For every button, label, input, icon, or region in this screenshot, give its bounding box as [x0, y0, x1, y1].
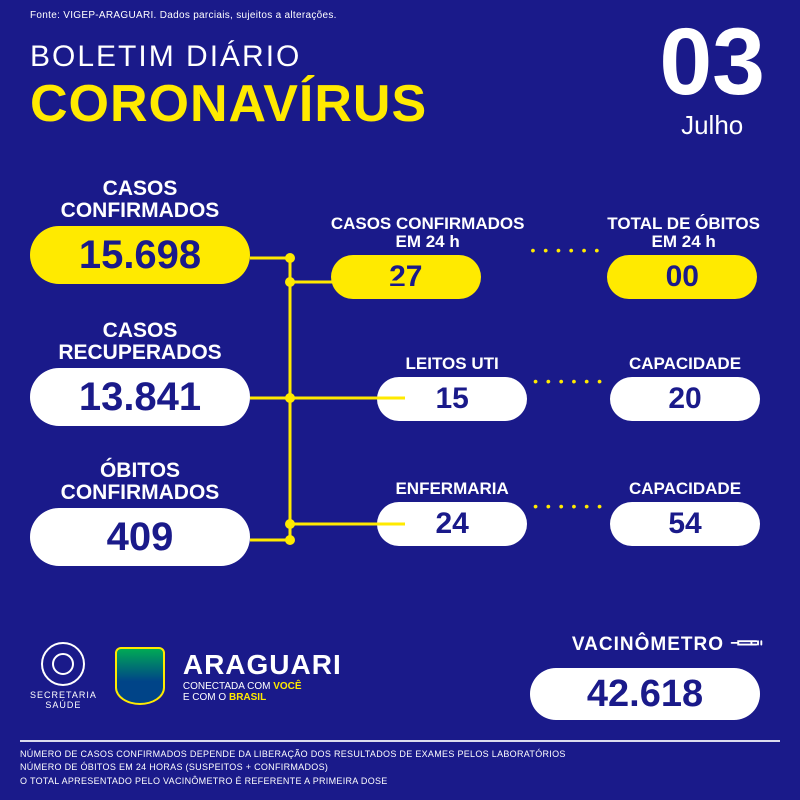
city-tagline: CONECTADA COM VOCÊ E COM O BRASIL [183, 681, 342, 703]
pair-24h-cases-value: 27 [331, 255, 481, 299]
footer-logos: SECRETARIA SAÚDE ARAGUARI CONECTADA COM … [30, 642, 342, 710]
date-block: 03 Julho [659, 20, 765, 141]
stat-confirmed: CASOS CONFIRMADOS 15.698 [30, 178, 250, 284]
dots-connector: • • • • • • [524, 242, 607, 272]
pair-24h: CASOS CONFIRMADOSEM 24 h 27 • • • • • • … [331, 215, 760, 299]
secretaria-logo: SECRETARIA SAÚDE [30, 642, 97, 710]
pair-uti-occupied-value: 15 [377, 377, 527, 421]
header-line2: CORONAVÍRUS [30, 74, 427, 134]
secretaria-icon [41, 642, 85, 686]
pair-enf-occupied-value: 24 [377, 502, 527, 546]
syringe-icon [724, 623, 768, 667]
dots-connector: • • • • • • [527, 498, 610, 528]
pair-24h-deaths-label: TOTAL DE ÓBITOSEM 24 h [607, 215, 760, 251]
pair-24h-cases-label: CASOS CONFIRMADOSEM 24 h [331, 215, 525, 251]
city-text: ARAGUARI CONECTADA COM VOCÊ E COM O BRAS… [183, 649, 342, 703]
pair-uti-capacity: CAPACIDADE 20 [610, 355, 760, 421]
header: BOLETIM DIÁRIO CORONAVÍRUS [30, 40, 427, 134]
vacinometro: VACINÔMETRO 42.618 [530, 628, 760, 720]
pair-24h-deaths: TOTAL DE ÓBITOSEM 24 h 00 [607, 215, 760, 299]
pair-uti: LEITOS UTI 15 • • • • • • CAPACIDADE 20 [377, 355, 760, 421]
pair-enf-capacity: CAPACIDADE 54 [610, 480, 760, 546]
pair-enfermaria: ENFERMARIA 24 • • • • • • CAPACIDADE 54 [377, 480, 760, 546]
pair-uti-occupied: LEITOS UTI 15 [377, 355, 527, 421]
footnote-2: NÚMERO DE ÓBITOS EM 24 HORAS (SUSPEITOS … [20, 761, 566, 775]
pair-enf-occupied: ENFERMARIA 24 [377, 480, 527, 546]
pair-uti-occupied-label: LEITOS UTI [377, 355, 527, 373]
footnote-3: O TOTAL APRESENTADO PELO VACINÔMETRO É R… [20, 775, 566, 789]
divider-line [20, 740, 780, 742]
footnotes: NÚMERO DE CASOS CONFIRMADOS DEPENDE DA L… [20, 748, 566, 789]
city-name: ARAGUARI [183, 649, 342, 681]
dots-connector: • • • • • • [527, 373, 610, 403]
date-day: 03 [659, 20, 765, 106]
stat-recovered: CASOS RECUPERADOS 13.841 [30, 320, 250, 426]
pair-24h-cases: CASOS CONFIRMADOSEM 24 h 27 [331, 215, 525, 299]
stat-confirmed-label: CASOS CONFIRMADOS [30, 178, 250, 222]
stat-confirmed-value: 15.698 [30, 226, 250, 284]
header-line1: BOLETIM DIÁRIO [30, 40, 427, 74]
vacinometro-label: VACINÔMETRO [572, 628, 760, 662]
stat-recovered-value: 13.841 [30, 368, 250, 426]
vacinometro-value: 42.618 [530, 668, 760, 720]
pair-uti-capacity-label: CAPACIDADE [610, 355, 760, 373]
pair-uti-capacity-value: 20 [610, 377, 760, 421]
stat-recovered-label: CASOS RECUPERADOS [30, 320, 250, 364]
stat-deaths: ÓBITOS CONFIRMADOS 409 [30, 460, 250, 566]
source-text: Fonte: VIGEP-ARAGUARI. Dados parciais, s… [30, 10, 337, 21]
stat-deaths-value: 409 [30, 508, 250, 566]
pair-enf-capacity-value: 54 [610, 502, 760, 546]
city-crest-icon [115, 647, 165, 705]
pair-enf-occupied-label: ENFERMARIA [377, 480, 527, 498]
pair-enf-capacity-label: CAPACIDADE [610, 480, 760, 498]
stat-deaths-label: ÓBITOS CONFIRMADOS [30, 460, 250, 504]
footnote-1: NÚMERO DE CASOS CONFIRMADOS DEPENDE DA L… [20, 748, 566, 762]
secretaria-label-2: SAÚDE [45, 700, 81, 710]
secretaria-label-1: SECRETARIA [30, 690, 97, 700]
pair-24h-deaths-value: 00 [607, 255, 757, 299]
